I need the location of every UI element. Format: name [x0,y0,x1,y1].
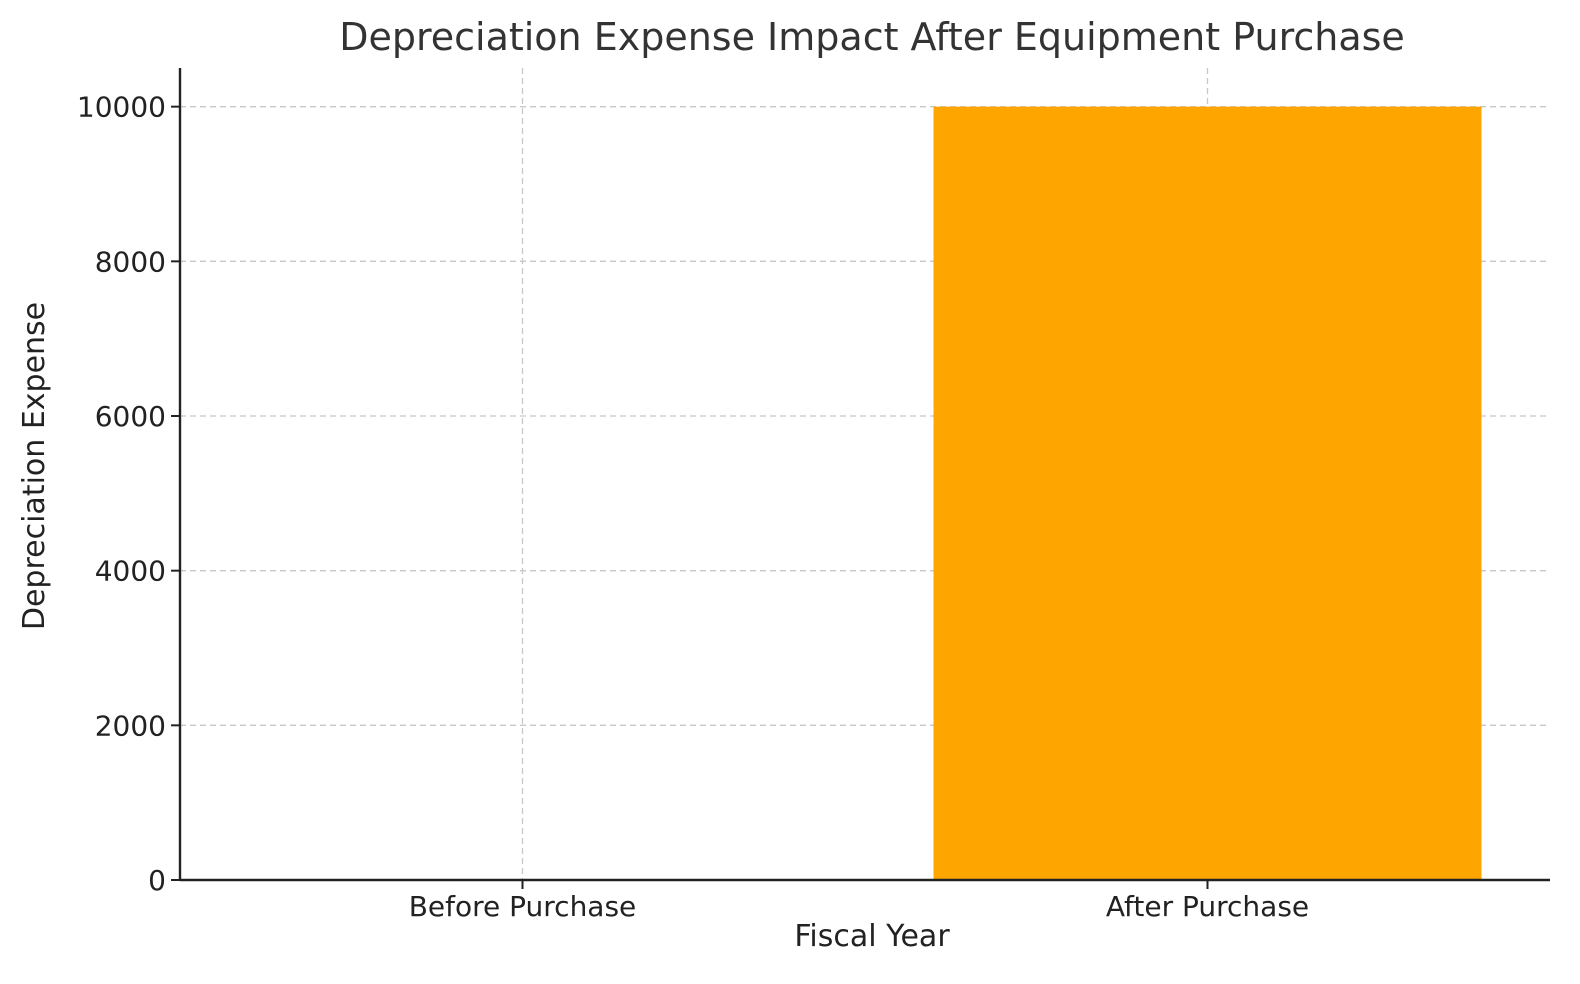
bar-after-purchase [933,106,1482,880]
axis-layer [178,68,1550,882]
bar-layer [933,106,1482,880]
y-tick-label-5: 10000 [77,91,166,124]
chart-title: Depreciation Expense Impact After Equipm… [339,15,1405,59]
y-tick-label-4: 8000 [95,245,166,278]
y-tick-label-0: 0 [148,864,166,897]
tick-layer: 0 2000 4000 6000 8000 10000 Before Purchase Aft… [77,91,1309,923]
x-tick-label-1: After Purchase [1106,890,1309,923]
x-tick-label-0: Before Purchase [409,890,637,923]
y-tick-label-2: 4000 [95,555,166,588]
y-tick-label-3: 6000 [95,400,166,433]
y-axis-title: Depreciation Expense [17,302,52,630]
y-tick-label-1: 2000 [95,709,166,742]
x-axis-title: Fiscal Year [794,919,950,954]
